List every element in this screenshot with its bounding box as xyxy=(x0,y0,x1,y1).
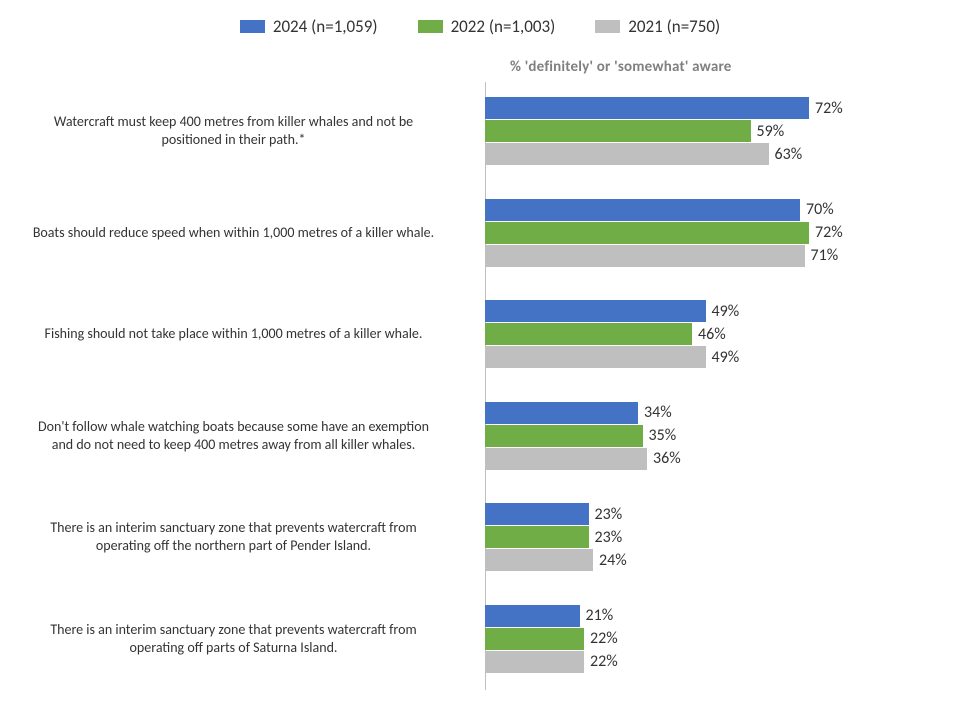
bar-4-0 xyxy=(485,503,589,525)
bar-wrap-4-1: 23% xyxy=(485,526,960,548)
bar-value-5-1: 22% xyxy=(590,629,618,648)
bar-value-4-2: 24% xyxy=(599,551,627,570)
bar-wrap-5-0: 21% xyxy=(485,605,960,627)
category-label-2-line-0: Fishing should not take place within 1,0… xyxy=(0,325,467,343)
bar-5-1 xyxy=(485,628,584,650)
bar-value-4-1: 23% xyxy=(595,528,623,547)
bar-2-1 xyxy=(485,323,692,345)
bar-4-2 xyxy=(485,549,593,571)
bar-wrap-3-2: 36% xyxy=(485,448,960,470)
bar-value-1-2: 71% xyxy=(811,246,839,265)
bar-2-2 xyxy=(485,346,706,368)
category-label-4: There is an interim sanctuary zone that … xyxy=(0,519,485,555)
bar-3-0 xyxy=(485,402,638,424)
bar-group-2: 49% 46% 49% xyxy=(485,293,960,375)
bar-1-0 xyxy=(485,199,800,221)
bar-0-0 xyxy=(485,97,809,119)
bar-wrap-1-1: 72% xyxy=(485,222,960,244)
chart-subtitle: % 'definitely' or 'somewhat' aware xyxy=(510,58,732,76)
bar-group-0: 72% 59% 63% xyxy=(485,90,960,172)
category-label-0: Watercraft must keep 400 metres from kil… xyxy=(0,113,485,149)
chart-row-0: Watercraft must keep 400 metres from kil… xyxy=(0,90,960,172)
bar-0-2 xyxy=(485,143,769,165)
legend-label-0: 2024 (n=1,059) xyxy=(273,16,378,37)
bar-4-1 xyxy=(485,526,589,548)
bar-value-0-0: 72% xyxy=(815,99,843,118)
bar-wrap-4-2: 24% xyxy=(485,549,960,571)
legend-label-1: 2022 (n=1,003) xyxy=(451,16,556,37)
bar-value-4-0: 23% xyxy=(595,505,623,524)
category-label-5-line-0: There is an interim sanctuary zone that … xyxy=(0,621,467,639)
bar-1-2 xyxy=(485,245,805,267)
category-label-5-line-1: operating off parts of Saturna Island. xyxy=(0,639,467,657)
bar-wrap-0-0: 72% xyxy=(485,97,960,119)
legend-item-0: 2024 (n=1,059) xyxy=(240,16,378,37)
bar-group-4: 23% 23% 24% xyxy=(485,496,960,578)
category-label-0-line-0: Watercraft must keep 400 metres from kil… xyxy=(0,113,467,131)
legend: 2024 (n=1,059) 2022 (n=1,003) 2021 (n=75… xyxy=(0,16,960,37)
bar-wrap-3-0: 34% xyxy=(485,402,960,424)
bar-2-0 xyxy=(485,300,706,322)
bar-value-1-1: 72% xyxy=(815,223,843,242)
legend-swatch-1 xyxy=(418,20,443,33)
chart-container: 2024 (n=1,059) 2022 (n=1,003) 2021 (n=75… xyxy=(0,0,960,720)
bar-group-1: 70% 72% 71% xyxy=(485,192,960,274)
bar-value-0-1: 59% xyxy=(757,122,785,141)
bar-wrap-2-0: 49% xyxy=(485,300,960,322)
chart-row-3: Don't follow whale watching boats becaus… xyxy=(0,395,960,477)
bar-value-3-2: 36% xyxy=(653,449,681,468)
chart-row-1: Boats should reduce speed when within 1,… xyxy=(0,192,960,274)
category-label-1: Boats should reduce speed when within 1,… xyxy=(0,224,485,242)
bar-wrap-2-2: 49% xyxy=(485,346,960,368)
bar-group-5: 21% 22% 22% xyxy=(485,598,960,680)
legend-item-1: 2022 (n=1,003) xyxy=(418,16,556,37)
bar-5-2 xyxy=(485,651,584,673)
bar-value-3-1: 35% xyxy=(649,426,677,445)
bar-1-1 xyxy=(485,222,809,244)
bar-value-2-2: 49% xyxy=(712,348,740,367)
legend-item-2: 2021 (n=750) xyxy=(595,16,720,37)
bar-wrap-0-1: 59% xyxy=(485,120,960,142)
bar-value-5-0: 21% xyxy=(586,606,614,625)
category-label-4-line-1: operating off the northern part of Pende… xyxy=(0,537,467,555)
chart-row-2: Fishing should not take place within 1,0… xyxy=(0,293,960,375)
chart-row-5: There is an interim sanctuary zone that … xyxy=(0,598,960,680)
bar-wrap-4-0: 23% xyxy=(485,503,960,525)
category-label-0-line-1: positioned in their path.* xyxy=(0,131,467,149)
bar-value-1-0: 70% xyxy=(806,200,834,219)
bar-wrap-3-1: 35% xyxy=(485,425,960,447)
category-label-4-line-0: There is an interim sanctuary zone that … xyxy=(0,519,467,537)
bar-value-2-0: 49% xyxy=(712,302,740,321)
bar-value-2-1: 46% xyxy=(698,325,726,344)
bar-wrap-5-1: 22% xyxy=(485,628,960,650)
bar-wrap-1-0: 70% xyxy=(485,199,960,221)
bar-wrap-1-2: 71% xyxy=(485,245,960,267)
bar-3-1 xyxy=(485,425,643,447)
bar-5-0 xyxy=(485,605,580,627)
bar-wrap-5-2: 22% xyxy=(485,651,960,673)
bar-value-0-2: 63% xyxy=(775,145,803,164)
bar-group-3: 34% 35% 36% xyxy=(485,395,960,477)
bar-wrap-2-1: 46% xyxy=(485,323,960,345)
legend-swatch-0 xyxy=(240,20,265,33)
category-label-3: Don't follow whale watching boats becaus… xyxy=(0,418,485,454)
category-label-3-line-1: and do not need to keep 400 metres away … xyxy=(0,436,467,454)
category-label-3-line-0: Don't follow whale watching boats becaus… xyxy=(0,418,467,436)
category-label-2: Fishing should not take place within 1,0… xyxy=(0,325,485,343)
bar-value-5-2: 22% xyxy=(590,652,618,671)
bar-3-2 xyxy=(485,448,647,470)
chart-row-4: There is an interim sanctuary zone that … xyxy=(0,496,960,578)
category-label-5: There is an interim sanctuary zone that … xyxy=(0,621,485,657)
bar-wrap-0-2: 63% xyxy=(485,143,960,165)
bar-value-3-0: 34% xyxy=(644,403,672,422)
legend-swatch-2 xyxy=(595,20,620,33)
legend-label-2: 2021 (n=750) xyxy=(628,16,720,37)
category-label-1-line-0: Boats should reduce speed when within 1,… xyxy=(0,224,467,242)
bar-0-1 xyxy=(485,120,751,142)
chart-rows: Watercraft must keep 400 metres from kil… xyxy=(0,82,960,690)
